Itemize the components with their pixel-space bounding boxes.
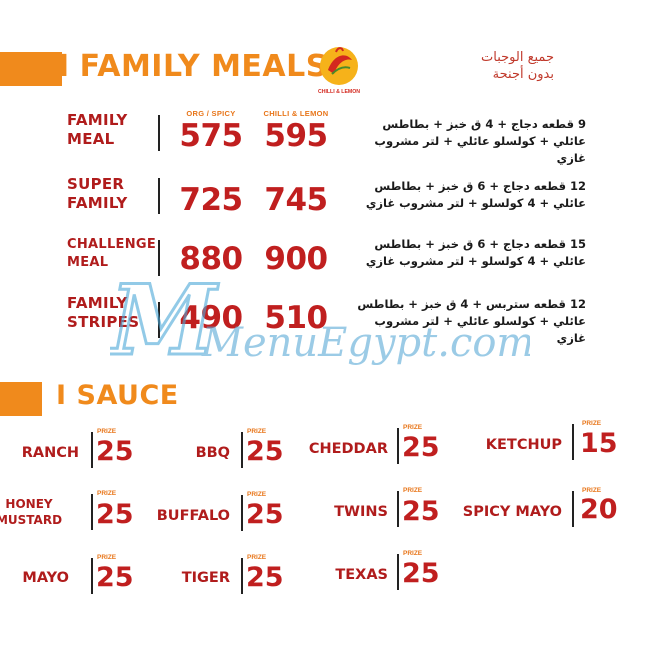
prize-label: PRIZE [97,428,117,435]
meal-description: 9 قطعه دجاج + 4 ق خبز + بطاطس عائلي + كو… [374,117,586,165]
sauce-name: KETCHUP [485,437,562,453]
sauce-price: 25 [96,562,134,593]
prize-label: PRIZE [582,487,602,494]
meal-description: 12 قطعه ستربس + 4 ق خبز + بطاطس عائلي + … [357,297,586,345]
vertical-separator [241,495,243,531]
vertical-separator [158,178,160,214]
sauce-price: 15 [580,428,618,459]
chilli-lemon-logo: CHILLI & LEMON [318,47,360,95]
meal-name: FAMILY STRIPES [67,294,140,331]
title-text: FAMILY MEALS [79,49,328,84]
sauce-price: 25 [402,558,440,589]
sauce-price: 25 [402,496,440,527]
sauce-name: SPICY MAYO [462,504,562,520]
arabic-header-line-2: بدون أجنحة [492,67,554,82]
sauce-name: TIGER [181,570,230,586]
prize-label: PRIZE [403,424,423,431]
sauce-name: MAYO [22,570,69,586]
sauce-price: 25 [246,499,284,530]
sauce-name: BUFFALO [156,508,230,524]
price-org-spicy: 880 [179,241,243,277]
prize-label: PRIZE [247,491,267,498]
col-header-org-spicy: ORG / SPICY [186,109,236,118]
prize-label: PRIZE [247,428,267,435]
sauce-name: CHEDDAR [308,441,388,457]
vertical-separator [158,115,160,151]
vertical-separator [397,428,399,464]
title-pipe: I [58,49,70,84]
title-text: SAUCE [76,380,179,411]
section-accent-bar [0,52,62,86]
vertical-separator [91,432,93,468]
sauce-name: BBQ [195,445,230,461]
vertical-separator [397,554,399,590]
sauce-price: 20 [580,494,618,525]
family-meals-title: I FAMILY MEALS [58,49,328,84]
prize-label: PRIZE [403,550,423,557]
price-org-spicy: 725 [179,182,243,218]
price-chilli-lemon: 510 [264,300,328,336]
sauce-title: I SAUCE [56,380,179,411]
logo-text: CHILLI & LEMON [318,89,360,95]
arabic-header-line-1: جميع الوجبات [481,50,554,65]
price-org-spicy: 575 [179,118,243,154]
meal-name: SUPER FAMILY [67,175,128,212]
sauce-price: 25 [246,562,284,593]
title-pipe: I [56,380,67,411]
prize-label: PRIZE [247,554,267,561]
vertical-separator [91,558,93,594]
prize-label: PRIZE [403,487,423,494]
price-chilli-lemon: 900 [264,241,328,277]
prize-label: PRIZE [97,490,117,497]
sauce-name: RANCH [21,445,79,461]
col-header-chilli-lemon: CHILLI & LEMON [263,109,329,118]
sauce-price: 25 [96,499,134,530]
section-accent-bar [0,382,42,416]
price-chilli-lemon: 745 [264,182,328,218]
sauce-price: 25 [96,436,134,467]
vertical-separator [572,491,574,527]
vertical-separator [91,494,93,530]
meal-name: CHALLENGE MEAL [67,237,157,270]
sauce-name: HONEY MUSTARD [0,497,63,527]
sauce-name: TWINS [334,504,388,520]
meal-description: 15 قطعه دجاج + 6 ق خبز + بطاطس عائلي + 4… [365,237,586,268]
vertical-separator [241,432,243,468]
sauce-price: 25 [402,432,440,463]
price-chilli-lemon: 595 [264,118,328,154]
vertical-separator [397,491,399,527]
sauce-name: TEXAS [335,567,388,583]
vertical-separator [158,302,160,338]
price-org-spicy: 490 [179,300,243,336]
meal-name: FAMILY MEAL [67,111,128,148]
vertical-separator [158,240,160,276]
vertical-separator [572,424,574,460]
prize-label: PRIZE [582,420,602,427]
prize-label: PRIZE [97,554,117,561]
vertical-separator [241,558,243,594]
meal-description: 12 قطعه دجاج + 6 ق خبز + بطاطس عائلي + 4… [365,179,586,210]
sauce-price: 25 [246,436,284,467]
